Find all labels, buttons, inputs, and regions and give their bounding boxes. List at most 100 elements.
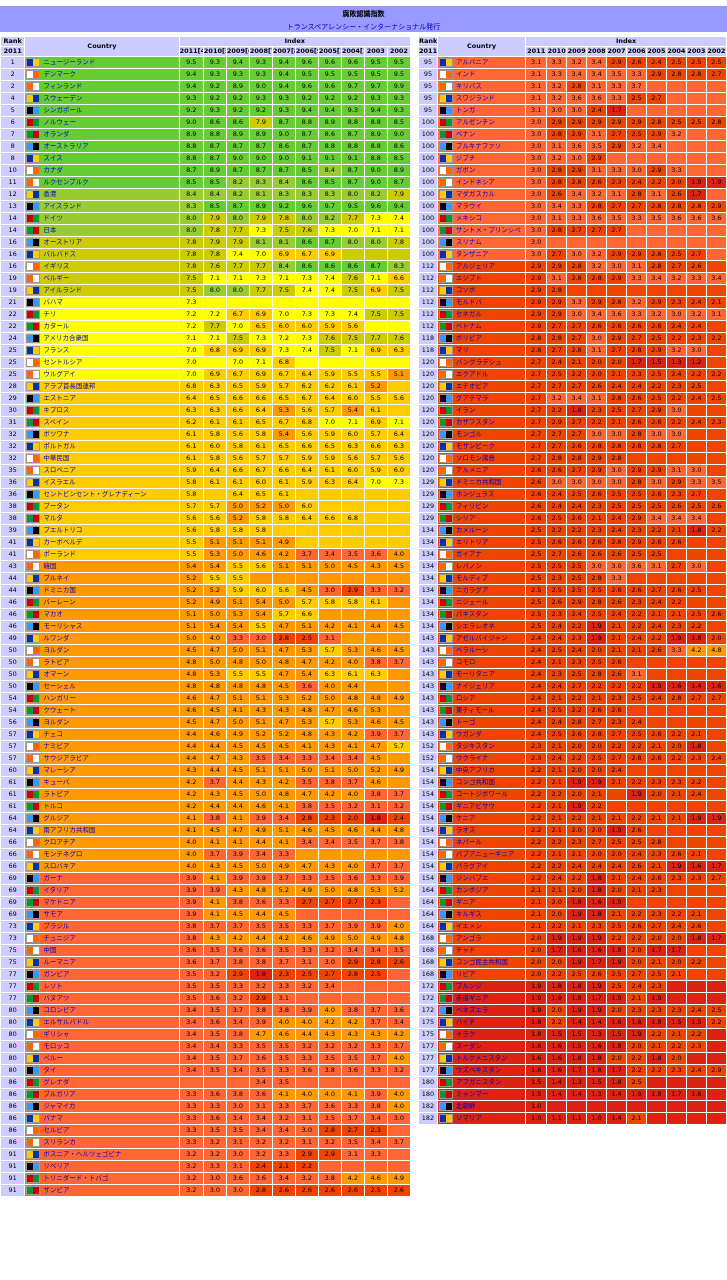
country-name[interactable]: ジブチ	[455, 154, 476, 162]
country-cell[interactable]: ジャマイカ	[24, 1100, 180, 1113]
country-cell[interactable]: ニジェール	[436, 596, 527, 609]
country-name[interactable]: ルクセンブルク	[43, 178, 89, 186]
country-name[interactable]: スロベニア	[43, 466, 76, 474]
country-name[interactable]: ブルキナファソ	[455, 142, 502, 150]
country-cell[interactable]: リベリア	[24, 1160, 180, 1173]
country-cell[interactable]: トリニダード・トバゴ	[24, 1172, 180, 1185]
country-name[interactable]: モーリシャス	[43, 622, 83, 630]
country-name[interactable]: エリトリア	[455, 538, 489, 546]
country-name[interactable]: クウェート	[43, 706, 76, 714]
country-cell[interactable]: マルタ	[24, 512, 180, 525]
country-cell[interactable]: 中央アフリカ	[436, 764, 527, 777]
country-cell[interactable]: マカオ	[24, 608, 180, 621]
country-name[interactable]: イエメン	[455, 922, 482, 930]
country-name[interactable]: スリランカ	[43, 1138, 76, 1146]
country-cell[interactable]: グルジア	[24, 812, 180, 825]
country-cell[interactable]: カーボベルデ	[24, 536, 180, 549]
country-cell[interactable]: ペルー	[24, 1052, 180, 1065]
country-cell[interactable]: グアテマラ	[436, 392, 527, 405]
country-name[interactable]: トーゴ	[455, 718, 476, 726]
country-cell[interactable]: ミャンマー	[436, 1088, 527, 1101]
country-name[interactable]: アルメニア	[455, 466, 489, 474]
country-name[interactable]: ベルギー	[43, 274, 70, 282]
country-name[interactable]: カナダ	[43, 166, 63, 174]
country-name[interactable]: 東ティモール	[455, 706, 495, 714]
country-name[interactable]: ソマリア	[455, 1114, 482, 1122]
country-cell[interactable]: 日本	[24, 224, 180, 237]
country-name[interactable]: ウズベキスタン	[455, 1066, 502, 1074]
country-cell[interactable]: ニュージーランド	[24, 56, 180, 69]
country-cell[interactable]: ヨルダン	[24, 644, 180, 657]
country-name[interactable]: オーストラリア	[43, 142, 89, 150]
country-cell[interactable]: アゼルバイジャン	[436, 632, 527, 645]
country-cell[interactable]: ナイジェリア	[436, 680, 527, 693]
country-cell[interactable]: トーゴ	[436, 716, 527, 729]
country-cell[interactable]: スロベニア	[24, 464, 180, 477]
country-cell[interactable]: ラトビア	[24, 788, 180, 801]
country-cell[interactable]: ボリビア	[436, 332, 527, 345]
country-name[interactable]: セーシェル	[43, 682, 76, 690]
country-cell[interactable]: マラウイ	[436, 200, 527, 213]
page-subtitle[interactable]: トランスペアレンシー・インターナショナル発行	[286, 23, 441, 31]
country-name[interactable]: ガーナ	[43, 874, 63, 882]
country-name[interactable]: ボスニア・ヘルツェゴビナ	[43, 1150, 122, 1158]
country-name[interactable]: タジキスタン	[455, 742, 495, 750]
country-cell[interactable]: カザフスタン	[436, 416, 527, 429]
country-cell[interactable]: アルジェリア	[436, 260, 527, 273]
country-name[interactable]: バヌアツ	[43, 994, 70, 1002]
country-cell[interactable]: ベラルーシ	[436, 644, 527, 657]
country-name[interactable]: マダガスカル	[455, 190, 495, 198]
country-cell[interactable]: ザンビア	[24, 1184, 180, 1197]
country-name[interactable]: メキシコ	[455, 214, 482, 222]
country-cell[interactable]: ブルガリア	[24, 1088, 180, 1101]
country-name[interactable]: シリア	[455, 514, 476, 522]
country-cell[interactable]: イラン	[436, 404, 527, 417]
country-cell[interactable]: ウクライナ	[436, 752, 527, 765]
country-cell[interactable]: キリバス	[436, 80, 527, 93]
country-name[interactable]: トリニダード・トバゴ	[43, 1174, 109, 1182]
country-name[interactable]: ラオス	[455, 826, 476, 834]
country-cell[interactable]: 北朝鮮	[436, 1100, 527, 1113]
country-name[interactable]: マルタ	[43, 514, 63, 522]
country-name[interactable]: トルコ	[43, 802, 63, 810]
country-name[interactable]: コロンビア	[43, 1006, 76, 1014]
country-name[interactable]: レソト	[43, 982, 63, 990]
country-name[interactable]: ガンビア	[43, 970, 70, 978]
country-name[interactable]: イタリア	[43, 886, 70, 894]
country-name[interactable]: アラブ首長国連邦	[43, 382, 96, 390]
country-cell[interactable]: ソマリア	[436, 1112, 527, 1125]
country-name[interactable]: セントルシア	[43, 358, 83, 366]
country-name[interactable]: ドイツ	[43, 214, 63, 222]
country-name[interactable]: ソロモン諸島	[455, 454, 495, 462]
country-name[interactable]: サウジアラビア	[43, 754, 89, 762]
country-name[interactable]: ハンガリー	[43, 694, 76, 702]
country-name[interactable]: グアテマラ	[455, 394, 489, 402]
country-cell[interactable]: デンマーク	[24, 68, 180, 81]
country-name[interactable]: ガボン	[455, 166, 476, 174]
country-name[interactable]: セルビア	[43, 1126, 70, 1134]
country-name[interactable]: エクアドル	[455, 370, 489, 378]
country-name[interactable]: デンマーク	[43, 70, 76, 78]
country-name[interactable]: モザンビーク	[455, 442, 495, 450]
country-cell[interactable]: グレナダ	[24, 1076, 180, 1089]
country-name[interactable]: イギリス	[43, 262, 70, 270]
country-cell[interactable]: ソロモン諸島	[436, 452, 527, 465]
country-name[interactable]: スロバキア	[43, 862, 76, 870]
country-cell[interactable]: ギニア	[436, 896, 527, 909]
country-name[interactable]: チュニジア	[43, 934, 76, 942]
country-name[interactable]: キューバ	[43, 778, 70, 786]
country-cell[interactable]: タジキスタン	[436, 740, 527, 753]
country-cell[interactable]: アイスランド	[24, 200, 180, 213]
country-name[interactable]: ジャマイカ	[43, 1102, 76, 1110]
country-name[interactable]: ウルグアイ	[43, 370, 76, 378]
country-name[interactable]: ニュージーランド	[43, 58, 96, 66]
country-cell[interactable]: バルバドス	[24, 248, 180, 261]
country-cell[interactable]: シンガポール	[24, 104, 180, 117]
country-name[interactable]: イスラエル	[43, 478, 76, 486]
country-cell[interactable]: チェコ	[24, 728, 180, 741]
country-cell[interactable]: ギリシャ	[24, 1028, 180, 1041]
country-name[interactable]: ポーランド	[43, 550, 76, 558]
country-name[interactable]: カメルーン	[455, 526, 489, 534]
country-name[interactable]: 赤道ギニア	[455, 994, 489, 1002]
country-cell[interactable]: ウガンダ	[436, 728, 527, 741]
